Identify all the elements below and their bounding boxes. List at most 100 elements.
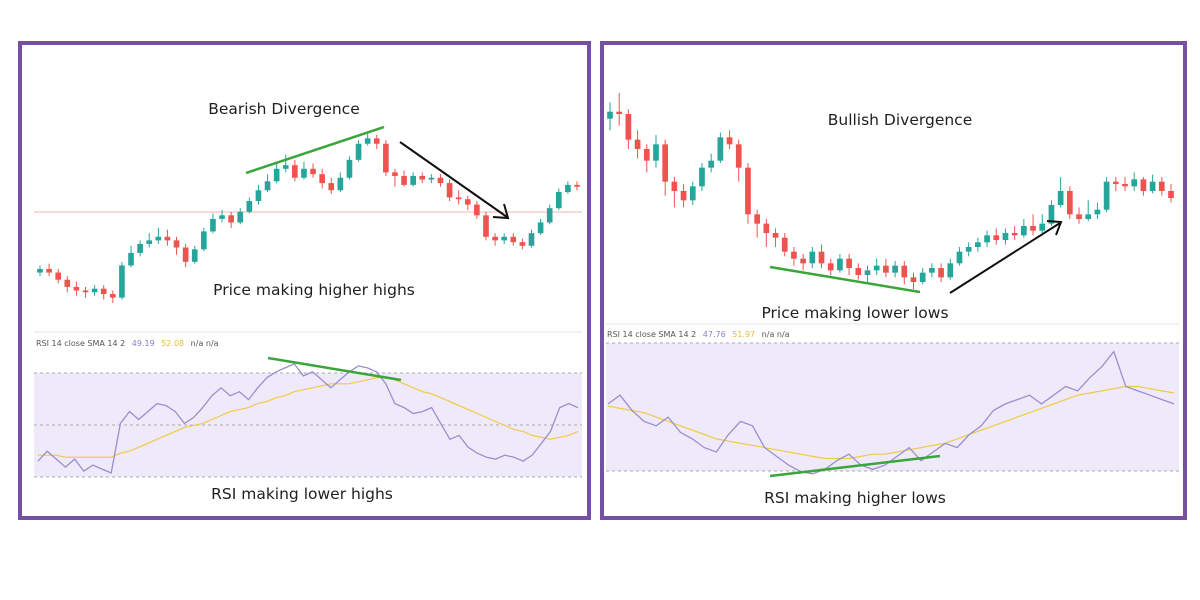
price-trendline: [769, 265, 921, 294]
chart-title: Bearish Divergence: [208, 100, 359, 118]
candle-up: [708, 160, 715, 168]
candle-up: [264, 181, 271, 191]
trend-arrow: [949, 222, 1061, 294]
candle-down: [735, 144, 742, 168]
candle-up: [1103, 181, 1110, 210]
candle-down: [519, 242, 526, 246]
candle-up: [410, 175, 416, 185]
bullish-divergence-chart: Bullish Divergence Price making lower lo…: [606, 93, 1179, 507]
candle-down: [109, 294, 116, 298]
candle-down: [1168, 191, 1174, 198]
candle-down: [82, 290, 89, 293]
legend-extra: n/a n/a: [762, 330, 790, 339]
rsi-band: [606, 343, 1179, 471]
sma-line: [607, 385, 1175, 460]
candle-down: [662, 144, 669, 182]
sma-legend-value: 52.08: [161, 339, 184, 348]
svg-text:RSI 14 close SMA 14 2 49: RSI 14 close SMA 14 2 49.19 52.08 n/a n/…: [36, 339, 219, 348]
candle-up: [155, 236, 162, 241]
candle-down: [763, 223, 770, 233]
rsi-legend-text: RSI 14 close SMA 14 2: [607, 330, 696, 339]
candle-down: [383, 143, 389, 173]
candle-up: [965, 247, 972, 252]
candle-down: [55, 272, 62, 280]
candle-up: [864, 270, 871, 275]
candle-up: [947, 263, 954, 278]
candle-up: [717, 137, 724, 161]
candle-down: [392, 172, 398, 176]
candle-down: [643, 149, 650, 161]
candle-down: [910, 277, 917, 282]
rsi-legend-text: RSI 14 close SMA 14 2: [36, 339, 125, 348]
candle-down: [818, 251, 825, 264]
candle-down: [800, 258, 806, 264]
candle-up: [428, 177, 435, 180]
candle-up: [201, 231, 207, 250]
candle-down: [1011, 233, 1018, 236]
candle-up: [653, 144, 659, 161]
candle-up: [119, 265, 125, 298]
candle-up: [282, 165, 289, 169]
candle-down: [993, 235, 1000, 240]
sma-legend-value: 51.97: [732, 330, 755, 339]
candle-up: [237, 211, 244, 223]
candle-down: [1076, 214, 1082, 219]
candle-down: [680, 191, 687, 201]
candle-up: [337, 177, 344, 191]
candle-up: [1021, 226, 1027, 236]
candle-up: [1085, 214, 1092, 219]
candle-up: [1039, 223, 1046, 231]
candle-up: [355, 143, 362, 160]
candle-down: [745, 167, 751, 215]
candle-down: [474, 204, 480, 216]
candle-down: [437, 177, 444, 184]
candle-up: [546, 208, 553, 223]
candle-up: [956, 251, 963, 264]
price-candles: [607, 93, 1174, 289]
candle-up: [975, 242, 981, 247]
candle-down: [883, 265, 889, 273]
candle-up: [301, 168, 307, 178]
candle-down: [726, 137, 733, 145]
trend-arrow-head: [1046, 220, 1063, 236]
candle-down: [419, 175, 426, 180]
candle-down: [791, 251, 797, 259]
trend-arrow-head: [492, 203, 510, 220]
candle-up: [892, 265, 898, 273]
price-caption: Price making higher highs: [213, 281, 415, 299]
candle-down: [1140, 179, 1147, 191]
candle-up: [1002, 233, 1009, 240]
candle-down: [846, 258, 852, 268]
rsi-trendline: [267, 356, 402, 382]
candle-down: [228, 215, 234, 223]
candle-up: [210, 218, 216, 232]
candle-down: [64, 279, 71, 287]
candle-down: [46, 269, 52, 273]
candle-up: [255, 190, 262, 201]
price-caption: Price making lower lows: [761, 304, 948, 322]
candle-up: [137, 243, 143, 253]
candle-down: [464, 199, 471, 205]
candle-down: [574, 184, 580, 187]
sma-line: [38, 377, 579, 458]
bearish-divergence-chart: Bearish Divergence Price making higher h…: [34, 100, 582, 503]
candle-up: [146, 240, 153, 244]
candle-up: [501, 236, 508, 241]
candle-up: [528, 233, 535, 246]
candle-down: [492, 236, 498, 241]
svg-text:RSI 14 close SMA 14 2 47: RSI 14 close SMA 14 2 47.76 51.97 n/a n/…: [607, 330, 790, 339]
candle-up: [1048, 205, 1055, 224]
candle-down: [483, 215, 489, 237]
rsi-line: [37, 363, 579, 474]
candle-down: [781, 237, 788, 252]
candle-up: [555, 192, 562, 209]
rsi-caption: RSI making higher lows: [764, 489, 946, 507]
rsi-legend-value: 47.76: [703, 330, 726, 339]
rsi-legend-value: 49.19: [132, 339, 155, 348]
candle-down: [173, 240, 180, 248]
candle-down: [1122, 184, 1128, 187]
candle-up: [1131, 179, 1138, 187]
candle-down: [446, 183, 453, 198]
candle-up: [1057, 191, 1064, 205]
candle-down: [510, 236, 517, 243]
